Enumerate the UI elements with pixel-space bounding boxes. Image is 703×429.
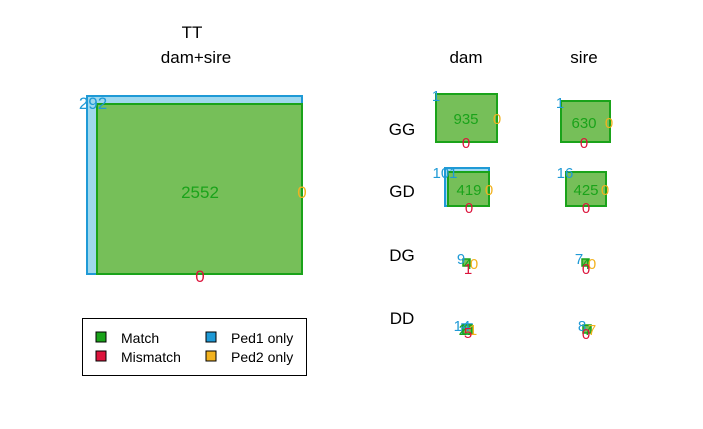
legend-label-ped1: Ped1 only (231, 330, 293, 346)
match-box (581, 258, 590, 267)
legend-label-mismatch: Mismatch (121, 349, 181, 365)
mismatch-count: 0 (582, 200, 590, 217)
legend-label-match: Match (121, 330, 159, 346)
main-panel-label: dam+sire (161, 48, 231, 67)
ped2-only-count: 7 (588, 322, 596, 339)
ped1-only-count: 101 (432, 165, 457, 182)
cell-gg-dam: 935 1 0 0 (432, 88, 501, 152)
match-box (560, 100, 611, 143)
mismatch-count: 1 (464, 261, 472, 278)
ped1-only-count: 1 (556, 95, 564, 112)
ped2-only-count: 0 (601, 182, 609, 199)
cell-gd-sire: 425 16 0 0 (557, 165, 610, 217)
legend-frame (82, 318, 307, 376)
mismatch-count: 0 (580, 135, 588, 152)
row-label-dd: DD (390, 309, 415, 328)
column-header-sire: sire (570, 48, 597, 67)
match-count: 4 (582, 256, 590, 273)
column-header-dam: dam (449, 48, 482, 67)
ped2-only-count: 0 (297, 183, 306, 202)
match-count: 425 (573, 182, 598, 199)
match-box (462, 324, 473, 335)
legend-swatch-ped1 (205, 331, 217, 343)
match-box (96, 103, 303, 275)
ped1-only-count: 292 (79, 94, 107, 113)
row-label-gg: GG (389, 120, 415, 139)
legend-swatch-ped2 (205, 350, 217, 362)
mismatch-count: 5 (464, 325, 472, 342)
ped1-only-count: 7 (575, 251, 583, 268)
match-count: 419 (456, 182, 481, 199)
match-box (447, 171, 490, 207)
ped2-only-count: 0 (588, 256, 596, 273)
cell-gd-dam: 419 101 0 0 (432, 165, 493, 217)
main-panel: 2552 292 0 0 (79, 94, 307, 286)
ped1-only-count: 1 (432, 88, 440, 105)
mismatch-count: 0 (582, 326, 590, 343)
mismatch-count: 0 (462, 135, 470, 152)
mismatch-count: 0 (465, 200, 473, 217)
ped2-only-count: 0 (605, 115, 613, 132)
legend-swatch-match (95, 331, 107, 343)
legend-swatch-mismatch (95, 350, 107, 362)
cell-dg-dam: 4 9 0 1 (457, 251, 478, 278)
legend: Match Mismatch Ped1 only Ped2 only (82, 318, 307, 376)
match-count: 7 (584, 322, 592, 339)
row-label-gd: GD (389, 182, 415, 201)
ped2-only-count: 0 (470, 256, 478, 273)
match-count: 2552 (181, 183, 219, 202)
ped1-only-count: 16 (557, 165, 574, 182)
match-count: 935 (453, 111, 478, 128)
diagram-title: TT (182, 23, 203, 42)
match-count: 21 (459, 322, 476, 339)
ped2-only-count: 0 (493, 111, 501, 128)
match-box (565, 171, 607, 207)
match-box (462, 258, 471, 267)
legend-label-ped2: Ped2 only (231, 349, 293, 365)
cell-dg-sire: 4 7 0 0 (575, 251, 596, 278)
mismatch-count: 0 (195, 267, 204, 286)
cell-dd-sire: 7 8 7 0 (578, 318, 596, 343)
cell-dd-dam: 21 14 1 5 (454, 318, 478, 342)
row-label-dg: DG (389, 246, 415, 265)
ped1-only-count: 8 (578, 318, 586, 335)
ped2-only-count: 0 (485, 182, 493, 199)
cell-gg-sire: 630 1 0 0 (556, 95, 613, 152)
match-count: 630 (571, 115, 596, 132)
ped1-only-count: 9 (457, 251, 465, 268)
ped2-only-count: 1 (469, 322, 477, 339)
match-box (582, 324, 592, 334)
match-box (435, 93, 498, 143)
match-count: 4 (464, 256, 472, 273)
mismatch-count: 0 (582, 261, 590, 278)
ped1-only-count: 14 (454, 318, 471, 335)
